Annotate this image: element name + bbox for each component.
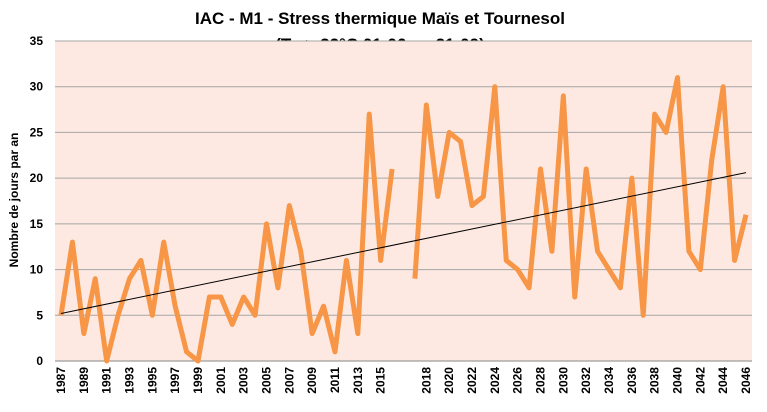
x-tick-label: 2024 [488, 367, 502, 394]
x-tick-label: 2040 [671, 367, 685, 394]
x-tick-label: 2030 [556, 367, 570, 394]
x-tick-label: 1999 [191, 367, 205, 394]
x-tick-label: 2007 [282, 367, 296, 394]
x-tick-label: 2011 [328, 367, 342, 393]
x-tick-label: 2013 [351, 367, 365, 394]
x-tick-label: 2009 [305, 367, 319, 394]
x-tick-label: 1989 [77, 367, 91, 394]
y-tick-label: 5 [36, 308, 43, 322]
y-tick-label: 35 [30, 34, 44, 48]
x-tick-label: 1987 [54, 367, 68, 394]
x-tick-label: 1991 [100, 367, 114, 394]
y-axis-label: Nombre de jours par an [7, 133, 21, 268]
x-tick-label: 2022 [465, 367, 479, 394]
x-tick-label: 2034 [602, 367, 616, 394]
x-tick-label: 2032 [579, 367, 593, 394]
x-tick-label: 2026 [511, 367, 525, 394]
y-tick-label: 20 [30, 171, 44, 185]
x-tick-label: 2005 [260, 367, 274, 394]
chart-title: IAC - M1 - Stress thermique Maïs et Tour… [195, 9, 565, 28]
y-tick-label: 0 [36, 354, 43, 368]
x-tick-label: 2044 [716, 367, 730, 394]
x-tick-label: 2046 [739, 367, 753, 394]
y-tick-label: 30 [30, 80, 44, 94]
x-tick-label: 2001 [214, 367, 228, 394]
x-tick-label: 2028 [534, 367, 548, 394]
x-tick-label: 1993 [123, 367, 137, 394]
x-tick-label: 2003 [237, 367, 251, 394]
y-tick-label: 10 [30, 263, 44, 277]
x-tick-label: 2038 [648, 367, 662, 394]
x-tick-label: 2018 [419, 367, 433, 394]
x-tick-label: 2042 [693, 367, 707, 394]
data-line [58, 75, 749, 364]
y-tick-label: 15 [30, 217, 44, 231]
x-tick-label: 2015 [374, 367, 388, 394]
x-tick-label: 1997 [168, 367, 182, 394]
x-tick-label: 2036 [625, 367, 639, 394]
x-tick-label: 1995 [145, 367, 159, 394]
x-tick-label: 2020 [442, 367, 456, 394]
y-tick-label: 25 [30, 125, 44, 139]
trend-line [60, 172, 747, 314]
